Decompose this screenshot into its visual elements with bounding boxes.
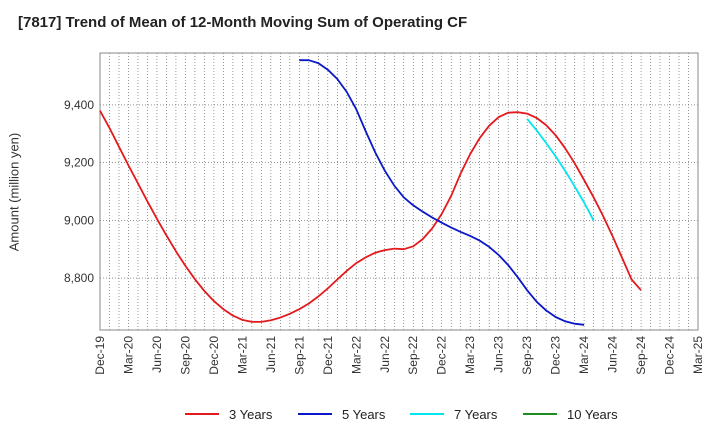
x-tick-label: Mar-25 (691, 336, 705, 374)
x-tick-label: Sep-22 (406, 336, 420, 375)
legend-swatch (298, 413, 332, 415)
x-tick-label: Dec-20 (207, 336, 221, 375)
series-line-7-years (526, 118, 595, 221)
legend-label: 3 Years (229, 406, 273, 422)
x-tick-label: Sep-20 (178, 336, 192, 375)
x-tick-label: Dec-24 (663, 336, 677, 375)
x-tick-label: Dec-22 (435, 336, 449, 375)
x-tick-label: Sep-21 (292, 336, 306, 375)
x-tick-label: Jun-23 (492, 336, 506, 373)
x-tick-label: Mar-23 (463, 336, 477, 374)
y-tick-label: 9,400 (64, 98, 94, 112)
x-tick-label: Jun-22 (378, 336, 392, 373)
plot-frame (99, 52, 699, 331)
chart-svg: 8,800 9,000 9,200 9,400 Dec-19 Mar-20 Jun-20 Se… (64, 52, 705, 375)
legend-item-7-years: 7 Years (410, 404, 497, 424)
y-tick-label: 9,200 (64, 156, 94, 170)
x-tick-label: Dec-23 (549, 336, 563, 375)
y-tick-label: 8,800 (64, 271, 94, 285)
chart-title: [7817] Trend of Mean of 12-Month Moving … (18, 14, 468, 31)
x-tick-label: Dec-21 (321, 336, 335, 375)
legend-label: 10 Years (567, 406, 618, 422)
legend-label: 5 Years (342, 406, 386, 422)
x-tick-label: Mar-22 (349, 336, 363, 374)
legend-swatch (410, 413, 444, 415)
legend-item-10-years: 10 Years (523, 404, 618, 424)
x-tick-label: Dec-19 (93, 336, 107, 375)
x-tick-label: Jun-24 (606, 336, 620, 373)
series-line-5-years (299, 59, 585, 326)
series-layer (99, 59, 642, 326)
legend-item-3-years: 3 Years (185, 404, 272, 424)
x-tick-label: Sep-23 (520, 336, 534, 375)
series-line-3-years (99, 110, 642, 323)
x-tick-label: Mar-24 (577, 336, 591, 374)
y-tick-label: 9,000 (64, 213, 94, 227)
x-tick-label: Jun-21 (264, 336, 278, 373)
legend-label: 7 Years (454, 406, 498, 422)
grid-layer (100, 53, 698, 330)
x-tick-label: Jun-20 (150, 336, 164, 373)
x-tick-label: Mar-20 (121, 336, 135, 374)
x-tick-label: Sep-24 (634, 336, 648, 375)
legend-swatch (185, 413, 219, 415)
legend: 3 Years 5 Years 7 Years 10 Years (0, 404, 720, 424)
legend-item-5-years: 5 Years (298, 404, 385, 424)
tick-label-layer: 8,800 9,000 9,200 9,400 Dec-19 Mar-20 Jun-20 Se… (64, 98, 705, 375)
legend-swatch (523, 413, 557, 415)
x-tick-label: Mar-21 (235, 336, 249, 374)
